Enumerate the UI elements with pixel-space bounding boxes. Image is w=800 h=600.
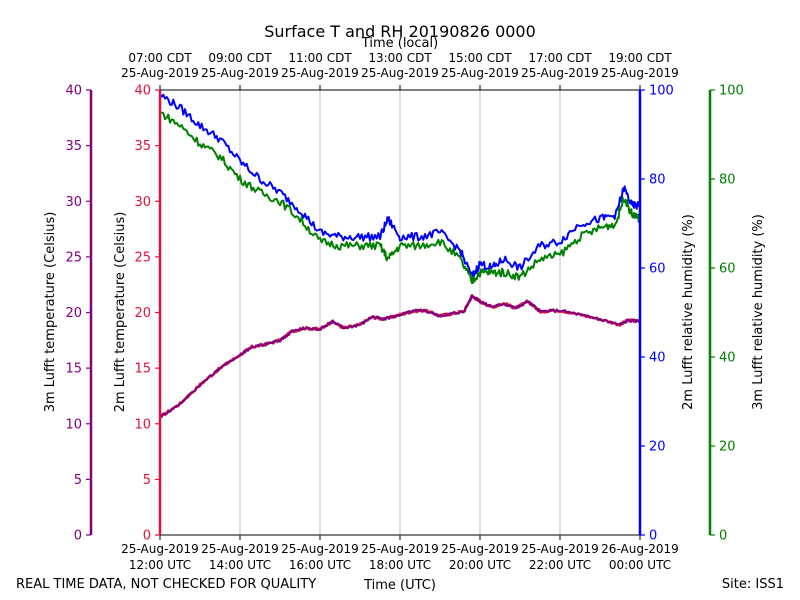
x-tick-label-date: 25-Aug-2019 — [281, 542, 359, 556]
rh3m-axis-tick-label: 60 — [719, 262, 736, 277]
t2m-axis-tick-label: 20 — [134, 306, 151, 321]
t2m-axis-tick-label: 40 — [134, 84, 151, 99]
rh3m-axis-tick-label: 100 — [719, 84, 744, 99]
chart-title: Surface T and RH 20190826 0000 — [264, 22, 536, 41]
rh3m-axis-label: 3m Lufft relative humidity (%) — [751, 214, 766, 410]
x-tick-label-date: 25-Aug-2019 — [121, 542, 199, 556]
x-tick-label-utc: 22:00 UTC — [529, 558, 591, 572]
rh2m-axis-tick-label: 60 — [649, 262, 666, 277]
t2m-axis-tick-label: 30 — [134, 195, 151, 210]
t2m-axis-tick-label: 5 — [143, 473, 151, 488]
quality-disclaimer: REAL TIME DATA, NOT CHECKED FOR QUALITY — [16, 577, 316, 592]
t3m-axis-tick-label: 10 — [65, 417, 82, 432]
site-label: Site: ISS1 — [722, 577, 784, 592]
axes: 25-Aug-2019 12:00 UTC 25-Aug-2019 14:00 UTC… — [65, 51, 743, 572]
t3m-axis-tick-label: 15 — [65, 362, 82, 377]
2m-lufft-relative-humidity-line — [159, 93, 641, 278]
top-axis-title: Time (local) — [361, 36, 438, 51]
rh2m-axis-tick-label: 0 — [649, 529, 657, 544]
x-tick-label-date: 26-Aug-2019 — [601, 542, 679, 556]
x-tick-label-utc: 14:00 UTC — [209, 558, 271, 572]
t3m-axis-tick-label: 30 — [65, 195, 82, 210]
t3m-axis-tick-label: 0 — [74, 529, 82, 544]
top-tick-label-cdt: 09:00 CDT — [208, 51, 272, 65]
x-tick-label-utc: 20:00 UTC — [449, 558, 511, 572]
x-tick-label-date: 25-Aug-2019 — [441, 542, 519, 556]
top-tick-label-date: 25-Aug-2019 — [601, 66, 679, 80]
t2m-axis-tick-label: 10 — [134, 417, 151, 432]
t2m-axis-label: 2m Lufft temperature (Celsius) — [113, 212, 128, 413]
top-tick-label-date: 25-Aug-2019 — [281, 66, 359, 80]
top-tick-label-date: 25-Aug-2019 — [121, 66, 199, 80]
t2m-axis-tick-label: 15 — [134, 362, 151, 377]
top-tick-label-date: 25-Aug-2019 — [361, 66, 439, 80]
x-tick-label-date: 25-Aug-2019 — [361, 542, 439, 556]
x-axis-title: Time (UTC) — [363, 578, 436, 593]
top-tick-label-cdt: 07:00 CDT — [128, 51, 192, 65]
t2m-axis-tick-label: 0 — [143, 529, 151, 544]
rh2m-axis-tick-label: 100 — [649, 84, 674, 99]
top-tick-label-date: 25-Aug-2019 — [521, 66, 599, 80]
x-tick-label-utc: 00:00 UTC — [609, 558, 671, 572]
grid-lines — [239, 90, 561, 535]
top-tick-label-cdt: 15:00 CDT — [448, 51, 512, 65]
x-tick-label-utc: 16:00 UTC — [289, 558, 351, 572]
top-tick-label-cdt: 13:00 CDT — [368, 51, 432, 65]
t3m-axis-tick-label: 5 — [74, 473, 82, 488]
3m-lufft-relative-humidity-line — [159, 111, 641, 285]
series-lines — [159, 93, 641, 419]
rh2m-axis-tick-label: 80 — [649, 173, 666, 188]
x-tick-label-utc: 12:00 UTC — [129, 558, 191, 572]
t2m-axis-tick-label: 35 — [134, 139, 151, 154]
rh3m-axis-tick-label: 20 — [719, 440, 736, 455]
x-tick-label-date: 25-Aug-2019 — [201, 542, 279, 556]
rh3m-axis-tick-label: 0 — [719, 529, 727, 544]
t3m-axis-tick-label: 25 — [65, 250, 82, 265]
rh3m-axis-tick-label: 40 — [719, 351, 736, 366]
t3m-axis-tick-label: 40 — [65, 84, 82, 99]
rh2m-axis-label: 2m Lufft relative humidity (%) — [681, 214, 696, 410]
top-tick-label-cdt: 17:00 CDT — [528, 51, 592, 65]
rh2m-axis-tick-label: 40 — [649, 351, 666, 366]
top-tick-label-date: 25-Aug-2019 — [441, 66, 519, 80]
top-tick-label-cdt: 11:00 CDT — [288, 51, 352, 65]
rh2m-axis-tick-label: 20 — [649, 440, 666, 455]
t2m-axis-tick-label: 25 — [134, 250, 151, 265]
x-tick-label-date: 25-Aug-2019 — [521, 542, 599, 556]
t3m-axis-tick-label: 20 — [65, 306, 82, 321]
x-tick-label-utc: 18:00 UTC — [369, 558, 431, 572]
top-tick-label-cdt: 19:00 CDT — [608, 51, 672, 65]
3m-lufft-temperature-line — [159, 294, 641, 419]
t3m-axis-tick-label: 35 — [65, 139, 82, 154]
rh3m-axis-tick-label: 80 — [719, 173, 736, 188]
top-tick-label-date: 25-Aug-2019 — [201, 66, 279, 80]
t3m-axis-label: 3m Lufft temperature (Celsius) — [43, 212, 58, 413]
